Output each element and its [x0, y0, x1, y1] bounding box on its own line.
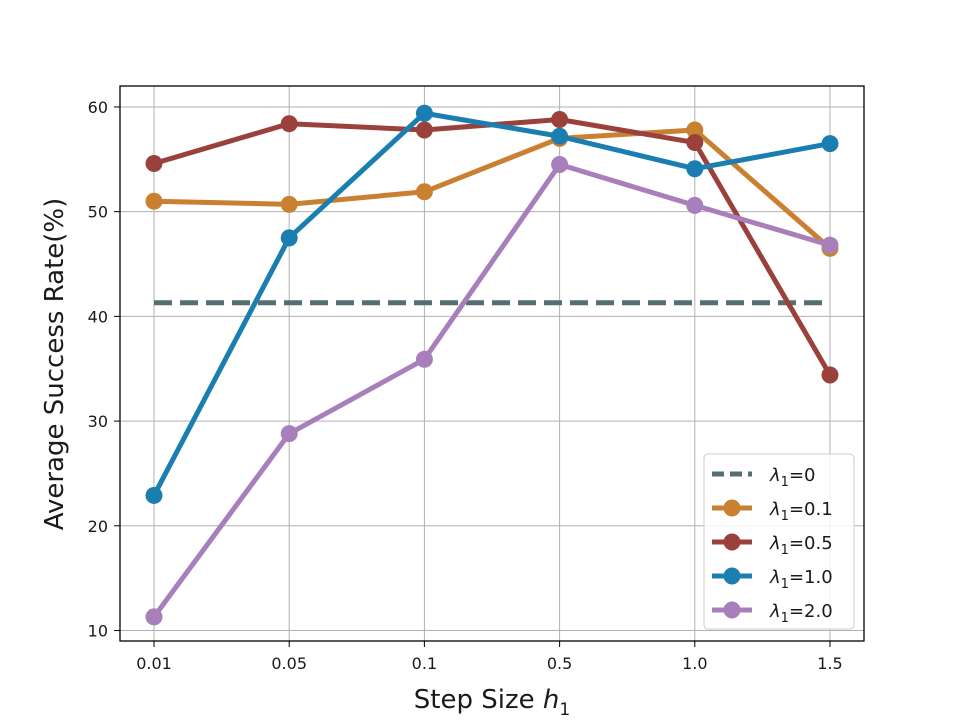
data-point: [280, 115, 298, 133]
x-axis-label-text: Step Size: [414, 685, 535, 715]
series-line: [151, 110, 833, 498]
legend-label: λ1=1.0: [769, 567, 833, 592]
legend: λ1=0λ1=0.1λ1=0.5λ1=1.0λ1=2.0: [703, 453, 855, 630]
legend-label-symbol: λ: [769, 533, 781, 554]
data-point: [145, 608, 163, 626]
data-point: [551, 156, 569, 174]
data-point: [415, 183, 433, 201]
y-axis-label: Average Success Rate(%): [40, 198, 70, 531]
data-point: [145, 192, 163, 210]
series-layer: [145, 104, 839, 626]
y-tick-label: 20: [88, 517, 108, 536]
legend-label-value: =0.5: [789, 533, 833, 554]
x-tick-label: 1.0: [682, 654, 707, 673]
legend-item: λ1=0: [712, 465, 815, 490]
x-axis-label-subscript: 1: [559, 700, 570, 720]
data-point: [145, 486, 163, 504]
series-2: [145, 104, 839, 504]
data-point: [821, 366, 839, 384]
series-line: [151, 127, 833, 251]
x-tick-label: 0.1: [412, 654, 437, 673]
legend-label: λ1=0: [769, 465, 815, 490]
data-point: [686, 134, 704, 152]
x-tick-label: 0.01: [136, 654, 172, 673]
legend-frame: [703, 453, 855, 630]
legend-label-value: =2.0: [789, 601, 833, 622]
x-tick-label: 0.5: [547, 654, 572, 673]
y-tick-label: 50: [88, 203, 108, 222]
legend-label: λ1=2.0: [769, 601, 833, 626]
legend-item: λ1=1.0: [712, 567, 833, 592]
y-tick-label: 10: [88, 622, 108, 641]
legend-swatch-marker: [723, 533, 741, 551]
x-tick-label: 1.5: [817, 654, 842, 673]
legend-label-symbol: λ: [769, 465, 781, 486]
legend-items: λ1=0λ1=0.1λ1=0.5λ1=1.0λ1=2.0: [712, 465, 833, 626]
data-point: [551, 127, 569, 145]
legend-label: λ1=0.5: [769, 533, 833, 558]
data-point: [686, 196, 704, 214]
data-point: [415, 350, 433, 368]
legend-label-symbol: λ: [769, 499, 781, 520]
data-point: [280, 195, 298, 213]
legend-label-subscript: 1: [781, 509, 789, 524]
y-tick-label: 40: [88, 307, 108, 326]
data-point: [821, 135, 839, 153]
legend-item: λ1=2.0: [712, 601, 833, 626]
legend-label-symbol: λ: [769, 601, 781, 622]
legend-item: λ1=0.5: [712, 533, 833, 558]
legend-label-value: =0: [789, 465, 816, 486]
x-axis-label: Step Size h1: [414, 685, 570, 720]
data-point: [280, 229, 298, 247]
axes: 0.01 0.05 0.1 0.5 1.0 1.5 10 20 30 40 50 60: [88, 98, 843, 673]
legend-label-subscript: 1: [781, 577, 789, 592]
legend-swatch-marker: [723, 601, 741, 619]
legend-label-subscript: 1: [781, 611, 789, 626]
y-tick-label: 60: [88, 98, 108, 117]
series-3: [145, 156, 839, 626]
legend-label-value: =0.1: [789, 499, 833, 520]
data-point: [821, 236, 839, 254]
plot-frame: [119, 85, 865, 642]
x-axis-label-symbol: h: [543, 685, 559, 715]
legend-label-value: =1.0: [789, 567, 833, 588]
data-point: [686, 160, 704, 178]
legend-label-subscript: 1: [781, 543, 789, 558]
legend-swatch-marker: [723, 567, 741, 585]
series-line: [151, 162, 833, 620]
legend-label-subscript: 1: [781, 475, 789, 490]
legend-label-symbol: λ: [769, 567, 781, 588]
y-tick-label: 30: [88, 412, 108, 431]
legend-item: λ1=0.1: [712, 499, 833, 524]
data-point: [686, 121, 704, 139]
data-point: [145, 154, 163, 172]
data-point: [280, 425, 298, 443]
data-point: [415, 104, 433, 122]
legend-swatch-marker: [723, 499, 741, 517]
data-point: [415, 121, 433, 139]
legend-label: λ1=0.1: [769, 499, 833, 524]
x-tick-label: 0.05: [271, 654, 307, 673]
data-point: [551, 111, 569, 129]
